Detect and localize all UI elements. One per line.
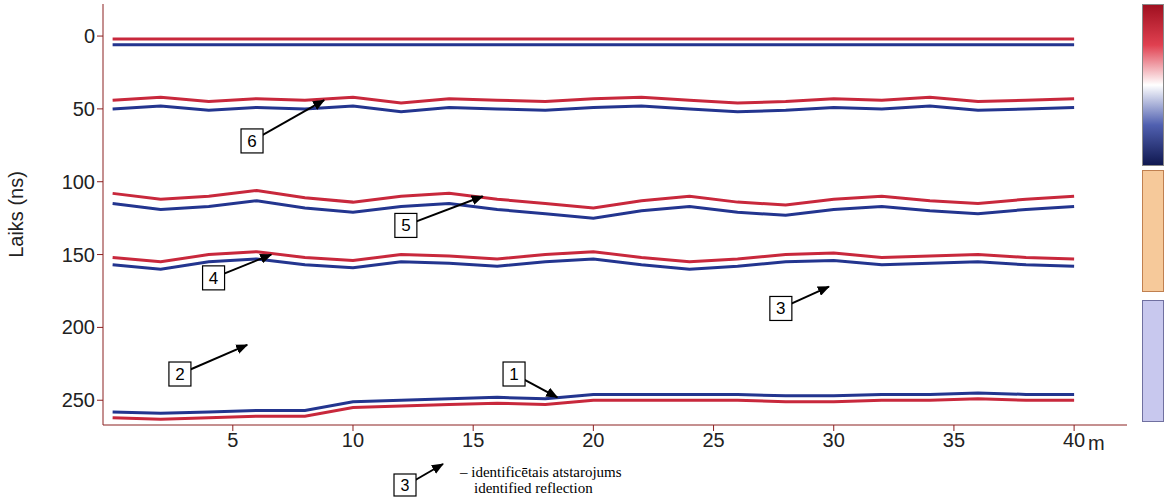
svg-text:100: 100 — [62, 171, 95, 193]
svg-text:5: 5 — [401, 216, 410, 235]
html-text:m: m — [1088, 432, 1105, 454]
html-text:– identificētais atstarojums: – identificētais atstarojums — [460, 464, 622, 480]
svg-text:4: 4 — [209, 269, 218, 288]
svg-text:0: 0 — [84, 25, 95, 47]
svg-text:6: 6 — [247, 132, 256, 151]
svg-text:200: 200 — [62, 316, 95, 338]
svg-text:2: 2 — [175, 365, 184, 384]
svg-text:20: 20 — [582, 429, 604, 451]
svg-text:5: 5 — [227, 429, 238, 451]
svg-text:25: 25 — [702, 429, 724, 451]
svg-text:50: 50 — [73, 98, 95, 120]
svg-text:40: 40 — [1063, 429, 1085, 451]
html-text:identified reflection: identified reflection — [474, 480, 593, 496]
svg-text:Laiks (ns): Laiks (ns) — [5, 171, 27, 258]
svg-text:1: 1 — [509, 365, 518, 384]
svg-text:3: 3 — [776, 299, 785, 318]
svg-text:3: 3 — [401, 477, 410, 494]
svg-text:30: 30 — [823, 429, 845, 451]
svg-text:150: 150 — [62, 244, 95, 266]
svg-text:15: 15 — [462, 429, 484, 451]
svg-text:10: 10 — [342, 429, 364, 451]
svg-text:250: 250 — [62, 389, 95, 411]
svg-text:35: 35 — [943, 429, 965, 451]
